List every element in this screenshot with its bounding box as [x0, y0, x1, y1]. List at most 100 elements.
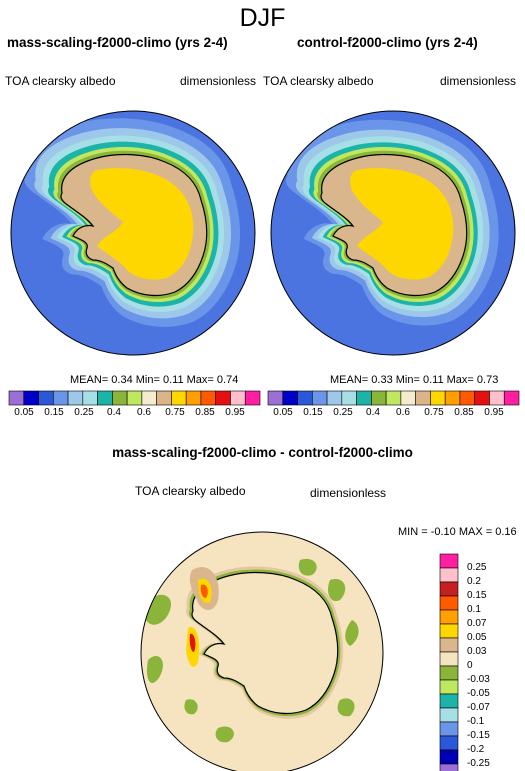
colorbar-swatch — [385, 390, 402, 406]
level-label: -0.03 — [467, 674, 490, 685]
colorbar-swatch — [439, 595, 459, 611]
units-label-right: dimensionless — [440, 74, 517, 88]
min-value: 0.11 — [422, 374, 444, 386]
colorbar-label: 0.4 — [366, 407, 380, 418]
units-label-left: dimensionless — [180, 74, 257, 88]
max-label: MAX = — [458, 526, 493, 538]
colorbar-label: 0.25 — [333, 407, 353, 418]
colorbar-label: 0.15 — [44, 407, 64, 418]
colorbar-label: 0.15 — [303, 407, 323, 418]
colorbar-label: 0.6 — [396, 407, 410, 418]
colorbar-swatch — [439, 665, 459, 681]
colorbar-swatch — [474, 390, 490, 406]
max-value: 0.74 — [216, 374, 239, 386]
level-label: -0.25 — [467, 758, 490, 769]
min-label: MIN = — [398, 526, 428, 538]
level-label: -0.2 — [467, 744, 485, 755]
colorbar-swatch — [400, 390, 416, 406]
colorbar-swatch — [439, 693, 459, 709]
level-label: 0.25 — [467, 562, 487, 573]
level-label: 0 — [467, 660, 473, 671]
level-label: 0.1 — [467, 604, 481, 615]
colorbar-swatch — [326, 390, 343, 406]
colorbar-swatch — [439, 567, 459, 583]
colorbar-label: 0.95 — [484, 407, 504, 418]
diff-units-label: dimensionless — [310, 486, 387, 500]
colorbar-swatch — [439, 609, 459, 625]
diff-min-max: MIN = -0.10 MAX = 0.16 — [398, 526, 517, 538]
colorbar-swatch — [311, 390, 328, 406]
colorbar-label: 0.85 — [195, 407, 215, 418]
colorbar-swatch — [439, 721, 459, 737]
min-value: 0.11 — [162, 374, 184, 386]
colorbar-swatch — [230, 390, 246, 406]
level-label: 0.2 — [467, 576, 481, 587]
difference-map — [141, 532, 383, 771]
colorbar-swatch — [171, 390, 187, 406]
panel-title-left: mass-scaling-f2000-climo (yrs 2-4) — [7, 35, 228, 50]
colorbar-label: 0.75 — [165, 407, 185, 418]
colorbar-swatch — [244, 390, 261, 406]
colorbar-swatch — [356, 390, 372, 406]
colorbar-label: 0.05 — [14, 407, 34, 418]
season-title: DJF — [239, 4, 286, 32]
stats-right: MEAN= 0.33 Min= 0.11 Max= 0.73 — [330, 374, 498, 386]
colorbar-swatch — [97, 390, 113, 406]
colorbar-swatch — [503, 390, 520, 406]
stats-left: MEAN= 0.34 Min= 0.11 Max= 0.74 — [70, 374, 238, 386]
colorbar-swatch — [430, 390, 446, 406]
colorbar-label: 0.4 — [107, 407, 121, 418]
diff-variable-label: TOA clearsky albedo — [135, 484, 246, 498]
min-value: -0.10 — [430, 526, 456, 538]
colorbar-label: 0.85 — [454, 407, 474, 418]
min-label: Min= — [395, 374, 420, 386]
mean-label: MEAN= — [330, 374, 369, 386]
colorbar-label: 0.25 — [74, 407, 94, 418]
max-label: Max= — [446, 374, 474, 386]
level-label: 0.03 — [467, 646, 487, 657]
colorbar-label: 0.95 — [225, 407, 245, 418]
level-label: -0.1 — [467, 716, 485, 727]
min-label: Min= — [135, 374, 160, 386]
colorbar-swatch — [112, 390, 128, 406]
colorbar-swatch — [415, 390, 431, 406]
level-label: -0.15 — [467, 730, 490, 741]
colorbar-swatch — [267, 390, 284, 406]
colorbar-swatch — [52, 390, 69, 406]
colorbar-swatch — [200, 390, 217, 406]
level-label: -0.05 — [467, 688, 490, 699]
colorbar-swatch — [439, 637, 459, 653]
level-label: -0.07 — [467, 702, 490, 713]
colorbar-swatch — [126, 390, 143, 406]
max-value: 0.73 — [476, 374, 499, 386]
colorbar-swatch — [444, 390, 461, 406]
colorbar-swatch — [439, 651, 459, 667]
colorbar-swatch — [371, 390, 387, 406]
colorbar-swatch — [82, 390, 98, 406]
max-label: Max= — [186, 374, 214, 386]
max-value: 0.16 — [495, 526, 517, 538]
mean-value: 0.34 — [111, 374, 133, 386]
variable-label-left: TOA clearsky albedo — [5, 74, 116, 88]
colorbar-swatch — [38, 390, 54, 406]
colorbar-swatch — [439, 581, 459, 597]
colorbar-swatch — [215, 390, 231, 406]
level-label: 0.05 — [467, 632, 487, 643]
colorbar-swatch — [341, 390, 357, 406]
colorbar-swatch — [185, 390, 202, 406]
level-label: 0.15 — [467, 590, 487, 601]
colorbar-label: 0.6 — [137, 407, 151, 418]
panel-title-right: control-f2000-climo (yrs 2-4) — [297, 35, 478, 50]
diff-title: mass-scaling-f2000-climo - control-f2000… — [112, 445, 413, 460]
right-map — [271, 111, 515, 355]
colorbar-swatch — [67, 390, 84, 406]
colorbar-swatch — [297, 390, 313, 406]
colorbar-swatch — [439, 763, 459, 771]
variable-label-right: TOA clearsky albedo — [263, 74, 374, 88]
colorbar-swatch — [141, 390, 157, 406]
colorbar-swatch — [156, 390, 172, 406]
colorbar-swatch — [459, 390, 476, 406]
level-label: 0.07 — [467, 618, 487, 629]
colorbar-swatch — [439, 707, 459, 723]
colorbar-swatch — [489, 390, 505, 406]
